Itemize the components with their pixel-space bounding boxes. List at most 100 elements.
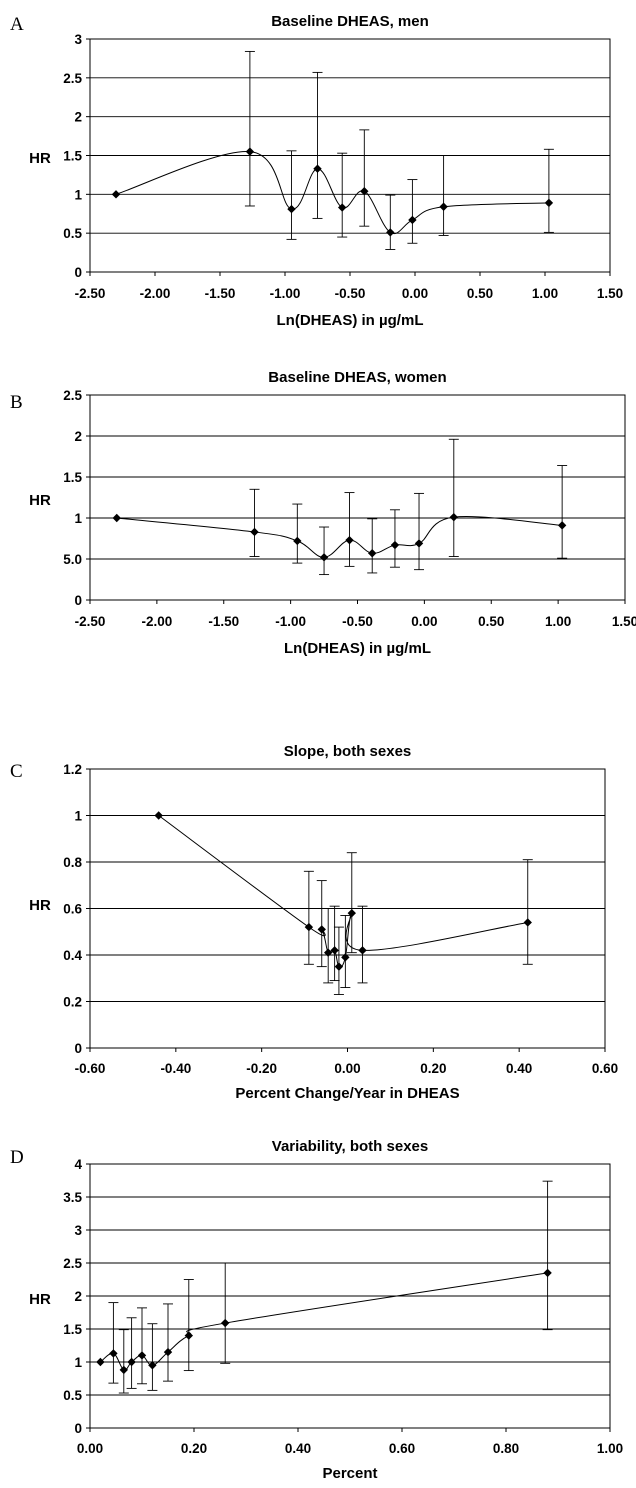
x-tick-label-a-1: -2.00 (140, 286, 171, 301)
x-tick-label-c-1: -0.40 (160, 1061, 191, 1076)
y-tick-label-d-2: 1 (74, 1355, 82, 1370)
error-bar-a-1 (244, 50, 255, 207)
x-tick-label-a-6: 0.50 (467, 286, 493, 301)
data-point-a-5 (360, 187, 369, 196)
chart-title-c: Slope, both sexes (284, 743, 412, 760)
data-point-a-3 (313, 164, 322, 173)
error-bar-d-8 (220, 1262, 231, 1364)
y-tick-label-d-5: 2.5 (63, 1256, 82, 1271)
x-tick-label-c-0: -0.60 (75, 1061, 106, 1076)
data-point-b-9 (557, 521, 567, 530)
error-bar-a-6 (385, 194, 396, 250)
x-tick-label-c-5: 0.40 (506, 1061, 532, 1076)
data-point-a-9 (544, 198, 554, 208)
data-point-b-0 (112, 513, 121, 523)
error-bar-a-5 (359, 129, 370, 227)
data-point-b-2 (293, 536, 302, 546)
y-tick-label-b-3: 1.5 (63, 470, 82, 485)
chart-panel-b: B Baseline DHEAS, women 0 5.0 1 1.5 2 2.5 -2.50 -… (10, 369, 636, 657)
error-bar-b-5 (367, 518, 378, 574)
x-axis-label-b: Ln(DHEAS) in µg/mL (284, 640, 431, 657)
error-bar-d-2 (118, 1329, 129, 1394)
x-tick-label-b-6: 0.50 (478, 614, 504, 629)
x-tick-label-d-5: 1.00 (597, 1441, 623, 1456)
panel-letter-c: C (10, 761, 23, 782)
y-tick-label-c-1: 0.2 (63, 995, 82, 1010)
panel-letter-b: B (10, 392, 23, 413)
error-bar-c-7 (346, 852, 357, 954)
error-bar-d-1 (108, 1302, 119, 1384)
plot-area-b (89, 394, 626, 601)
y-tick-label-c-2: 0.4 (63, 948, 82, 963)
error-bar-a-7 (407, 179, 418, 244)
error-bar-b-3 (319, 526, 330, 576)
error-bar-a-3 (312, 71, 323, 219)
series-line-c (158, 815, 528, 968)
data-point-d-2 (119, 1365, 128, 1375)
error-bar-c-4 (329, 905, 340, 982)
y-tick-label-d-3: 1.5 (63, 1322, 82, 1337)
error-bar-b-9 (557, 465, 568, 559)
y-tick-label-c-0: 0 (74, 1041, 82, 1056)
data-point-b-8 (449, 512, 458, 522)
error-bar-d-5 (147, 1323, 158, 1391)
data-point-b-3 (319, 553, 329, 562)
error-bar-c-8 (357, 905, 368, 984)
chart-title-b: Baseline DHEAS, women (268, 369, 446, 386)
data-point-d-0 (96, 1357, 105, 1367)
y-tick-label-a-4: 2 (74, 110, 82, 125)
y-tick-label-d-0: 0 (74, 1421, 82, 1436)
panel-letter-d: D (10, 1147, 24, 1168)
y-tick-label-d-7: 3.5 (63, 1190, 82, 1205)
x-tick-label-b-3: -1.00 (275, 614, 306, 629)
y-tick-label-c-3: 0.6 (63, 902, 82, 917)
error-bar-d-4 (137, 1307, 147, 1385)
chart-title-a: Baseline DHEAS, men (271, 13, 429, 30)
series-line-b (116, 516, 563, 558)
x-tick-label-b-1: -2.00 (141, 614, 172, 629)
x-tick-label-a-5: 0.00 (402, 286, 428, 301)
x-axis-label-d: Percent (322, 1465, 377, 1482)
y-tick-label-c-6: 1.2 (63, 762, 82, 777)
x-tick-label-a-3: -1.00 (270, 286, 301, 301)
y-tick-label-b-5: 2.5 (63, 388, 82, 403)
x-tick-label-a-0: -2.50 (75, 286, 106, 301)
data-point-d-8 (221, 1318, 230, 1328)
data-point-d-4 (137, 1351, 147, 1360)
data-point-c-9 (523, 918, 532, 927)
data-point-d-6 (163, 1347, 173, 1357)
x-tick-label-b-8: 1.50 (612, 614, 636, 629)
data-point-a-6 (386, 228, 395, 237)
error-bar-b-8 (448, 438, 459, 557)
y-tick-label-c-4: 0.8 (63, 855, 82, 870)
chart-panel-a: A Baseline DHEAS, men 0 0.5 1 1.5 2 2.5 3 -2.50 -2… (10, 13, 623, 329)
error-bar-c-9 (522, 859, 533, 965)
data-point-c-1 (304, 922, 314, 932)
y-tick-label-a-3: 1.5 (63, 149, 82, 164)
x-axis-label-c: Percent Change/Year in DHEAS (235, 1085, 459, 1102)
data-point-a-8 (439, 202, 448, 211)
data-point-b-4 (345, 535, 354, 545)
error-bar-c-2 (316, 880, 327, 968)
y-axis-label-d: HR (29, 1291, 51, 1308)
error-bar-c-6 (340, 915, 351, 988)
x-tick-label-c-6: 0.60 (592, 1061, 618, 1076)
data-point-d-7 (184, 1331, 193, 1340)
error-bar-a-2 (286, 150, 297, 240)
error-bar-b-2 (292, 503, 303, 564)
x-tick-label-a-7: 1.00 (532, 286, 558, 301)
data-point-a-7 (408, 215, 417, 225)
y-tick-label-a-5: 2.5 (63, 71, 82, 86)
error-bar-b-6 (389, 509, 400, 568)
y-axis-label-b: HR (29, 492, 51, 509)
error-bar-a-9 (543, 148, 554, 233)
data-point-a-0 (111, 190, 121, 199)
x-tick-label-b-4: -0.50 (342, 614, 373, 629)
data-point-c-4 (330, 946, 339, 955)
x-tick-label-d-1: 0.20 (181, 1441, 207, 1456)
y-tick-label-b-0: 0 (74, 593, 82, 608)
series-line-a (115, 151, 549, 235)
y-tick-label-c-5: 1 (74, 809, 82, 824)
data-point-b-5 (368, 549, 377, 558)
